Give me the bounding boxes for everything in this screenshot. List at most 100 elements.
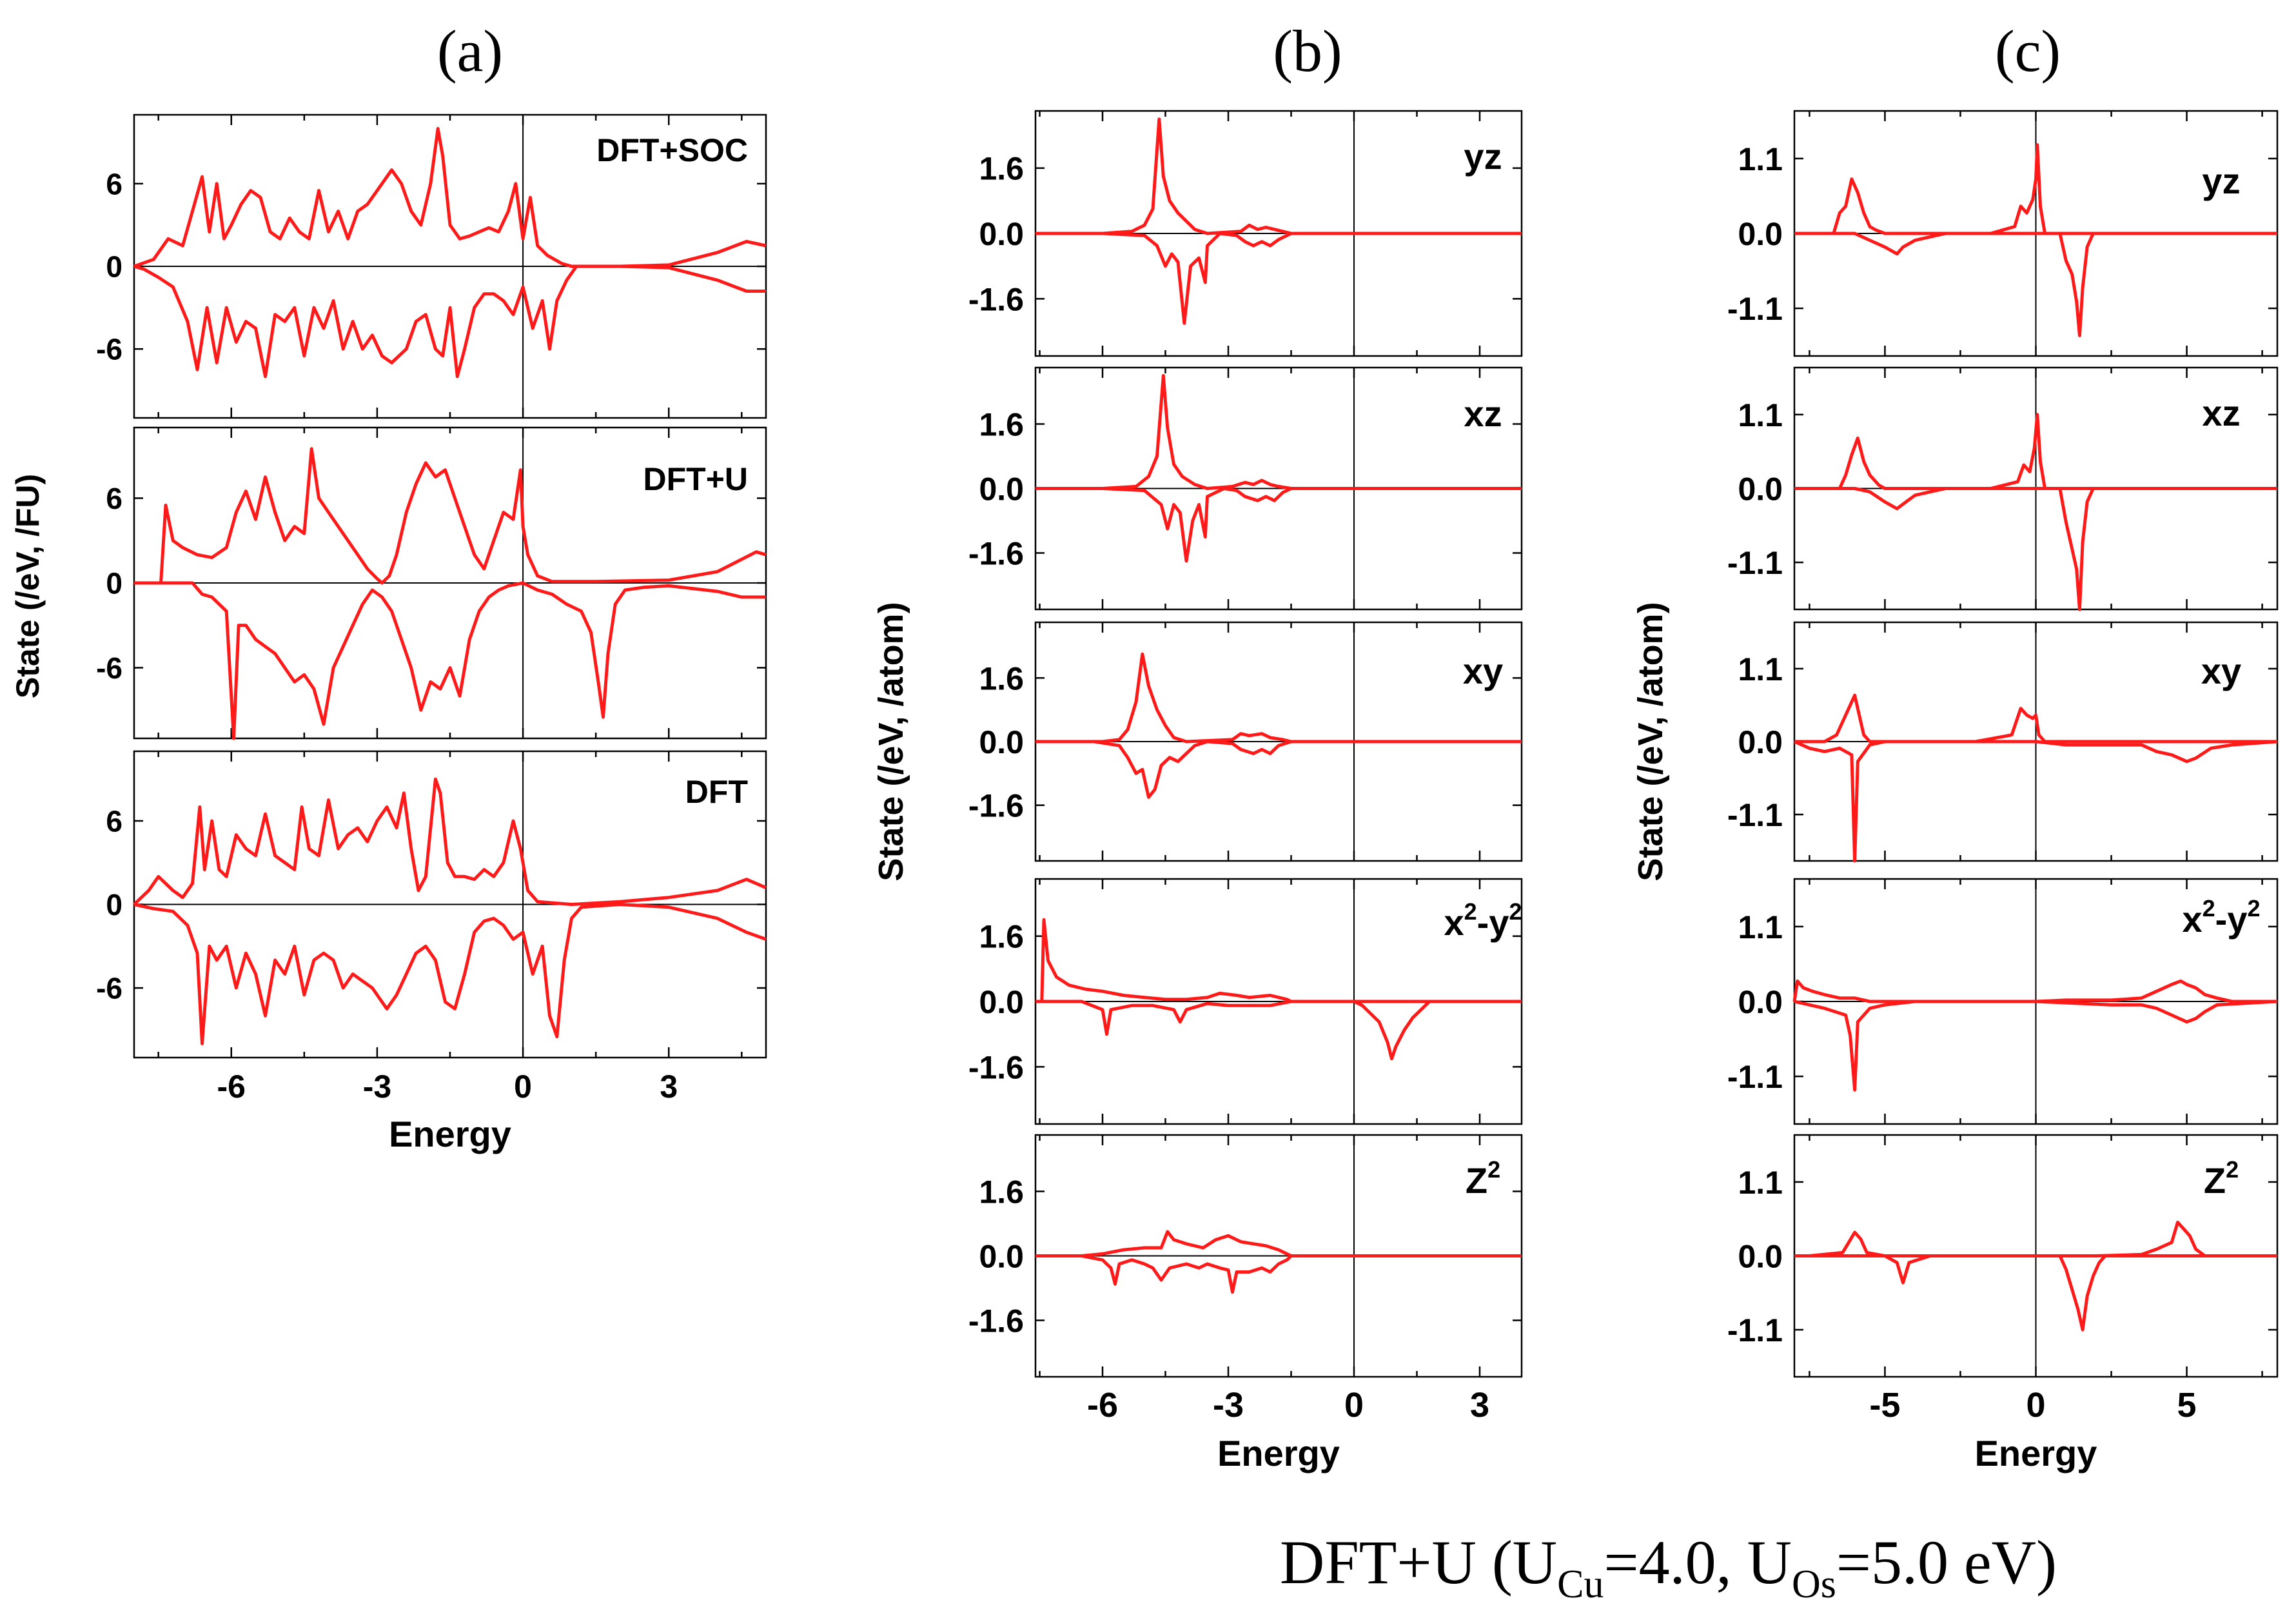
y-tick-label: -1.1 <box>1727 1059 1783 1095</box>
y-tick-label: 0.0 <box>1738 216 1783 252</box>
panel-a-dft: 6 0 -6 DFT -6 -3 0 3 Energy <box>96 750 767 1154</box>
x-tick-label: 5 <box>2177 1386 2197 1425</box>
y-tick-label: 0.0 <box>1738 724 1783 760</box>
y-tick-label: 1.1 <box>1738 141 1783 177</box>
y-tick-label: 1.1 <box>1738 1165 1783 1201</box>
y-tick-label: 0.0 <box>979 724 1024 760</box>
panel-label: Z2 <box>2204 1156 2239 1201</box>
panel-label: yz <box>2202 161 2240 201</box>
y-tick-label: -1.1 <box>1727 797 1783 833</box>
dos-curve-spin-up <box>1035 652 1522 744</box>
y-tick-label: 1.1 <box>1738 651 1783 687</box>
chart-b-ylabel: State (/eV, /atom) <box>872 602 910 881</box>
dos-curve-spin-up <box>1035 117 1522 235</box>
y-tick-label: 1.6 <box>979 1174 1024 1210</box>
y-tick-label: -1.6 <box>968 1049 1024 1085</box>
y-tick-label: -1.6 <box>968 1303 1024 1339</box>
charts-layer: (a)State (/eV, /FU)60-6DFT+SOC60-6DFT+U6… <box>10 18 2279 1474</box>
panel-label: xy <box>1463 651 1503 691</box>
label-sup: 2 <box>1509 898 1522 925</box>
y-tick-label: 1.1 <box>1738 909 1783 945</box>
x-tick-label: 0 <box>514 1069 532 1105</box>
dos-curve-spin-up <box>1794 1220 2277 1257</box>
chart-a-ylabel: State (/eV, /FU) <box>10 474 46 698</box>
x-tick-label: 3 <box>1470 1386 1489 1425</box>
y-tick-label: 6 <box>106 167 123 201</box>
dos-curve-spin-down <box>1035 232 1522 325</box>
y-tick-label: -6 <box>96 651 123 685</box>
x-tick-label: 0 <box>1344 1386 1364 1425</box>
dos-curve-spin-up <box>1035 1230 1522 1257</box>
footer-suffix: =5.0 eV) <box>1836 1528 2057 1597</box>
dos-curve-spin-down <box>1035 1000 1522 1061</box>
dos-curve-spin-down <box>1794 487 2277 611</box>
y-tick-label: -1.6 <box>968 281 1024 317</box>
label-sup: 2 <box>2247 895 2260 922</box>
label-part: -y <box>1477 902 1509 943</box>
y-tick-label: 6 <box>106 805 123 838</box>
panel-label: x2-y2 <box>2182 895 2260 940</box>
panel-b-x2-y2: 1.60.0-1.6x2-y2 <box>968 878 1523 1125</box>
y-tick-label: -6 <box>96 333 123 366</box>
dos-curve-spin-up <box>1794 413 2277 490</box>
y-tick-label: 1.6 <box>979 919 1024 955</box>
dos-curve-spin-up <box>1792 979 2277 1003</box>
panel-b-z2: 1.6 0.0 -1.6 Z2 -6 -3 0 3 Energy <box>968 1134 1523 1474</box>
x-tick-label: -5 <box>1869 1386 1900 1425</box>
panel-label: Z2 <box>1466 1156 1500 1201</box>
dos-curve-spin-down <box>1794 232 2277 337</box>
y-tick-label: 0.0 <box>979 1239 1024 1275</box>
y-tick-label: 1.6 <box>979 151 1024 187</box>
dos-curve-spin-down <box>134 581 766 740</box>
y-tick-label: -1.6 <box>968 536 1024 572</box>
panel-label: DFT <box>685 774 748 810</box>
y-tick-label: 0 <box>106 250 123 284</box>
x-tick-label: -3 <box>1213 1386 1244 1425</box>
panel-c-xy: 1.1 0.0 -1.1 xy <box>1727 621 2279 863</box>
y-tick-label: -6 <box>96 972 123 1005</box>
dos-curve-spin-down <box>1793 740 2278 863</box>
y-tick-label: 0 <box>106 888 123 922</box>
label-sup: 2 <box>1464 898 1477 925</box>
y-tick-label: 0.0 <box>1738 1239 1783 1275</box>
chart-b-xlabel: Energy <box>1217 1433 1340 1474</box>
label-sup: 2 <box>1487 1156 1500 1183</box>
dos-curve-spin-down <box>1035 1254 1522 1294</box>
y-tick-label: -1.1 <box>1727 545 1783 581</box>
y-tick-label: -1.6 <box>968 788 1024 824</box>
dos-curve-spin-down <box>133 903 767 1045</box>
y-tick-label: 0 <box>106 567 123 600</box>
dos-curve-spin-up <box>1035 374 1522 490</box>
panel-label: xy <box>2201 651 2241 691</box>
panel-label: xz <box>1464 393 1502 434</box>
panel-label: x2-y2 <box>1444 898 1522 943</box>
y-tick-label: 0.0 <box>979 216 1024 252</box>
panel-c-yz: 1.1 0.0 -1.1 yz <box>1727 110 2279 357</box>
footer-prefix: DFT+U (U <box>1280 1528 1557 1597</box>
chart-b-title: (b) <box>1273 18 1342 84</box>
panel-label: DFT+U <box>643 461 749 497</box>
chart-a-title: (a) <box>437 18 503 84</box>
dos-curve-spin-down <box>1794 1254 2277 1332</box>
dos-curve-spin-down <box>1794 1000 2278 1092</box>
panel-c-x2-y2: 1.10.0-1.1x2-y2 <box>1727 878 2279 1125</box>
footer-caption: DFT+U (UCu=4.0, UOs=5.0 eV) <box>1280 1528 2057 1606</box>
x-tick-label: -6 <box>217 1069 246 1105</box>
y-tick-label: -1.1 <box>1727 291 1783 327</box>
y-tick-label: 1.6 <box>979 660 1024 696</box>
dos-curve-spin-down <box>133 264 766 379</box>
panel-label: xz <box>2202 393 2240 433</box>
label-part: x <box>2182 899 2202 940</box>
dos-curve-spin-down <box>1035 487 1522 563</box>
label-part: Z <box>1466 1160 1487 1201</box>
chart-c-xlabel: Energy <box>1975 1433 2097 1474</box>
panel-label: DFT+SOC <box>596 132 748 168</box>
dos-curve-spin-down <box>1035 740 1522 799</box>
x-tick-label: 3 <box>660 1069 678 1105</box>
chart-c: (c) State (/eV, /atom) 1.1 0.0 -1.1 yz 1.1 0.0 -… <box>1631 18 2279 1474</box>
dos-curve-spin-up <box>134 447 767 585</box>
footer-sub-cu: Cu <box>1557 1563 1604 1606</box>
dos-curve-spin-up <box>1035 918 1522 1003</box>
panel-b-xz: 1.6 0.0 -1.6 xz <box>968 366 1523 611</box>
